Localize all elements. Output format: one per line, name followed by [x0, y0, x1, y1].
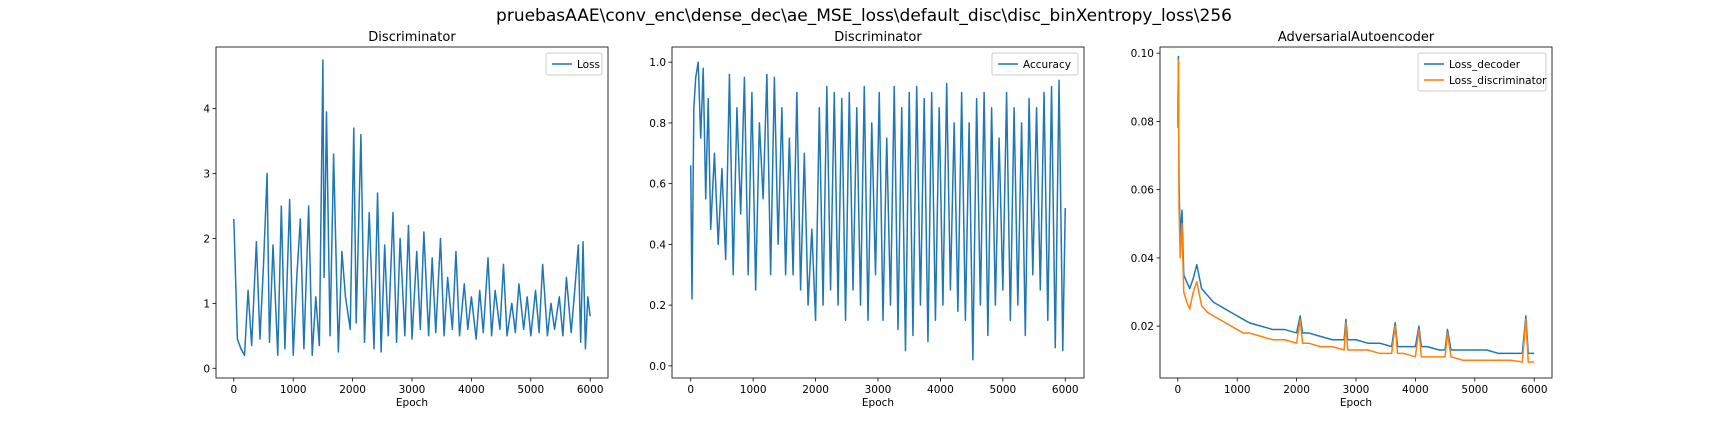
series-line-loss-discriminator	[1177, 59, 1535, 363]
x-tick-label: 3000	[865, 384, 892, 396]
legend-label: Loss_decoder	[1449, 59, 1521, 71]
x-tick-label: 1000	[280, 384, 307, 396]
y-tick-label: 3	[203, 169, 210, 181]
x-tick-label: 5000	[517, 384, 544, 396]
y-tick-label: 2	[203, 233, 210, 245]
x-tick-label: 2000	[339, 384, 366, 396]
legend-label: Loss_discriminator	[1449, 75, 1547, 87]
legend-autoencoder: Loss_decoder Loss_discriminator	[1417, 52, 1547, 92]
y-tick-label: 4	[203, 104, 210, 116]
figure-suptitle: pruebasAAE\conv_enc\dense_dec\ae_MSE_los…	[496, 6, 1232, 26]
y-tick-label: 0.2	[649, 300, 666, 312]
y-tick-label: 0.02	[1131, 321, 1154, 333]
y-tick-label: 0	[203, 363, 210, 375]
x-axis-label-loss: Epoch	[396, 397, 428, 409]
x-tick-label: 3000	[1343, 384, 1370, 396]
x-tick-label: 0	[230, 384, 237, 396]
x-tick-label: 6000	[1052, 384, 1079, 396]
series-group-loss	[233, 59, 591, 357]
legend-label: Loss	[577, 59, 600, 71]
y-tick-label: 0.04	[1131, 253, 1155, 265]
y-tick-label: 0.06	[1131, 185, 1155, 197]
panel-discriminator-accuracy: Discriminator 0 1000 2000 3000 4000 5000 6000 0.…	[649, 30, 1085, 409]
y-tick-label: 0.4	[649, 239, 666, 251]
y-tick-label: 0.0	[649, 361, 666, 373]
x-tick-label: 5000	[1461, 384, 1488, 396]
legend-box	[991, 52, 1079, 76]
panel-discriminator-loss: Discriminator 0 1000 2000 3000 4000 5000 6000 0 1…	[203, 30, 609, 409]
plot-title-loss: Discriminator	[368, 30, 456, 45]
x-tick-label: 4000	[927, 384, 954, 396]
x-tick-label: 3000	[399, 384, 426, 396]
legend-box	[1417, 52, 1547, 92]
y-tick-label: 0.08	[1131, 116, 1154, 128]
x-tick-label: 4000	[1402, 384, 1429, 396]
x-tick-label: 0	[687, 384, 694, 396]
x-tick-label: 0	[1174, 384, 1181, 396]
y-tick-label: 0.8	[649, 118, 666, 130]
series-group-autoencoder	[1177, 55, 1535, 363]
x-tick-label: 1000	[1224, 384, 1251, 396]
x-tick-label: 2000	[1283, 384, 1310, 396]
x-tick-label: 5000	[989, 384, 1016, 396]
x-axis-label-autoencoder: Epoch	[1340, 397, 1372, 409]
series-group-accuracy	[689, 61, 1067, 361]
series-line-accuracy	[689, 61, 1067, 361]
legend-accuracy: Accuracy	[991, 52, 1079, 76]
y-tick-label: 0.10	[1131, 48, 1154, 60]
x-tick-label: 6000	[1521, 384, 1548, 396]
legend-loss: Loss	[545, 52, 603, 76]
legend-box	[545, 52, 603, 76]
series-line-loss	[233, 59, 591, 357]
plot-title-autoencoder: AdversarialAutoencoder	[1278, 30, 1435, 45]
x-tick-label: 1000	[740, 384, 767, 396]
x-axis-label-accuracy: Epoch	[862, 397, 894, 409]
panel-adversarial-autoencoder: AdversarialAutoencoder 0 1000 2000 3000 4000 5…	[1131, 30, 1553, 409]
x-tick-label: 6000	[577, 384, 604, 396]
x-tick-label: 2000	[802, 384, 829, 396]
series-line-loss-decoder	[1177, 55, 1535, 355]
y-tick-label: 0.6	[649, 179, 666, 191]
y-tick-label: 1	[203, 298, 210, 310]
plot-title-accuracy: Discriminator	[834, 30, 922, 45]
legend-label: Accuracy	[1023, 59, 1071, 71]
x-tick-label: 4000	[458, 384, 485, 396]
y-tick-label: 1.0	[649, 57, 666, 69]
